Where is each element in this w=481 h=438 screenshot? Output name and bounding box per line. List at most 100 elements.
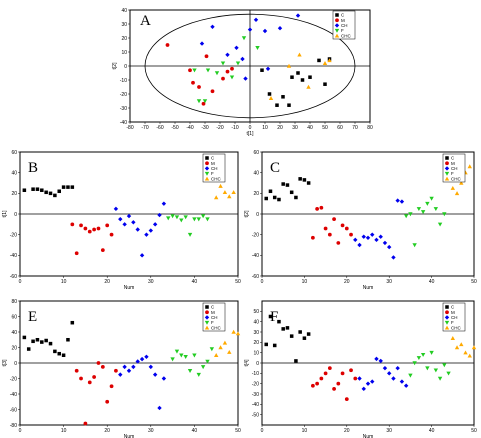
data-point-chc	[218, 345, 223, 350]
data-point-c	[272, 195, 277, 200]
data-point-c	[40, 340, 44, 344]
data-point-ch	[148, 228, 153, 233]
legend-marker-ch	[444, 315, 450, 320]
data-point-m	[114, 368, 118, 373]
x-tick-label: 10	[302, 279, 308, 285]
x-tick-label: 20	[104, 279, 110, 285]
data-point-ch	[395, 198, 400, 203]
legend-label: M	[451, 161, 455, 166]
data-point-ch	[382, 365, 388, 371]
data-point-m	[165, 43, 170, 47]
legend-label: CHC	[211, 176, 221, 181]
legend-label: M	[341, 18, 345, 23]
data-point-f	[170, 357, 175, 362]
legend-marker-m	[335, 18, 339, 23]
data-point-ch	[131, 364, 136, 370]
legend-marker-f	[204, 171, 210, 176]
data-point-f	[205, 217, 210, 222]
data-point-chc	[227, 349, 232, 354]
data-point-f	[192, 68, 197, 73]
panel-letter: A	[140, 13, 151, 29]
x-tick-label: -40	[186, 125, 193, 131]
data-point-chc	[268, 96, 274, 100]
legend-marker-chc	[204, 176, 210, 181]
x-tick-label: 40	[192, 279, 198, 285]
data-point-m	[319, 376, 324, 381]
data-point-ch	[243, 76, 248, 81]
legend-label: M	[451, 310, 455, 315]
legend-label: CH	[451, 166, 458, 171]
data-point-f	[255, 46, 260, 50]
data-point-m	[311, 235, 315, 240]
data-point-ch	[126, 213, 132, 219]
data-point-c	[294, 359, 298, 363]
legend-label: M	[211, 161, 215, 166]
y-tick-label: -10	[120, 78, 127, 84]
data-point-chc	[222, 190, 228, 195]
data-point-m	[188, 68, 192, 73]
data-point-m	[92, 227, 96, 232]
data-point-ch	[157, 405, 162, 411]
data-point-chc	[327, 58, 332, 63]
data-point-m	[96, 226, 101, 231]
data-point-c	[281, 95, 285, 99]
x-tick-label: 50	[235, 279, 241, 285]
data-point-m	[74, 251, 79, 256]
y-tick-label: 40	[11, 330, 17, 336]
data-point-c	[53, 193, 57, 198]
data-point-c	[268, 314, 273, 319]
y-tick-label: -20	[10, 376, 17, 382]
data-point-c	[264, 196, 268, 201]
data-point-ch	[135, 227, 140, 232]
data-point-f	[408, 373, 413, 378]
data-point-m	[315, 381, 319, 386]
data-point-ch	[122, 364, 127, 370]
data-point-m	[230, 66, 234, 71]
data-point-f	[403, 214, 409, 219]
legend-label: CHC	[341, 33, 351, 38]
data-point-ch	[126, 368, 132, 373]
x-tick-label: 0	[19, 428, 22, 434]
data-point-c	[302, 336, 307, 340]
y-tick-label: -20	[120, 92, 127, 98]
data-point-c	[298, 177, 302, 181]
data-point-chc	[214, 353, 219, 358]
data-point-ch	[152, 372, 158, 377]
x-tick-label: 50	[322, 125, 328, 131]
data-point-ch	[361, 234, 366, 239]
data-point-chc	[463, 350, 468, 355]
legend-marker-f	[444, 320, 450, 325]
data-point-f	[442, 212, 447, 217]
data-point-c	[48, 341, 53, 346]
data-point-ch	[118, 216, 123, 222]
data-point-ch	[387, 371, 392, 376]
x-tick-label: -10	[231, 125, 238, 131]
data-point-f	[205, 68, 211, 73]
data-point-m	[92, 375, 96, 379]
data-point-ch	[387, 244, 392, 250]
legend-marker-ch	[334, 23, 340, 28]
data-point-ch	[370, 379, 375, 384]
data-point-chc	[459, 180, 464, 185]
data-point-m	[100, 365, 105, 369]
data-point-m	[191, 80, 195, 85]
data-point-c	[306, 181, 311, 185]
data-point-ch	[353, 237, 358, 243]
legend-marker-m	[205, 161, 209, 166]
legend-label: F	[211, 171, 214, 176]
data-point-f	[179, 218, 184, 223]
data-point-m	[87, 380, 92, 385]
data-point-f	[170, 214, 175, 219]
x-tick-label: -70	[141, 125, 148, 131]
data-point-f	[433, 368, 439, 373]
x-tick-label: -20	[216, 125, 223, 131]
data-point-chc	[231, 329, 236, 334]
legend-label: CHC	[451, 176, 461, 181]
y-tick-label: -60	[10, 407, 17, 413]
data-point-m	[87, 229, 92, 234]
legend-label: CH	[341, 23, 348, 28]
data-point-m	[210, 89, 215, 94]
x-tick-label: 40	[192, 428, 198, 434]
data-point-c	[300, 78, 305, 82]
data-point-m	[336, 381, 341, 386]
